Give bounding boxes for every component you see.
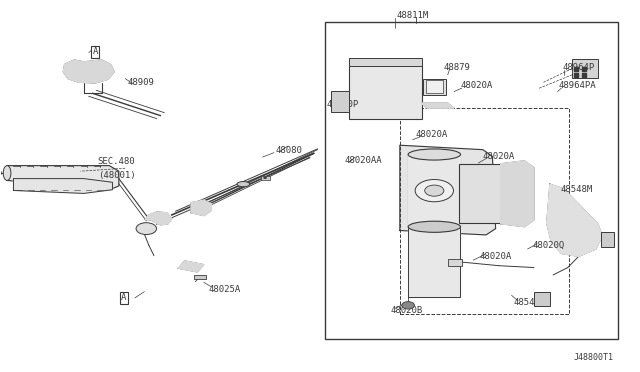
Polygon shape — [400, 145, 495, 235]
Text: J48800T1: J48800T1 — [574, 353, 614, 362]
Polygon shape — [547, 184, 602, 256]
Text: 48020AA: 48020AA — [345, 155, 383, 164]
Circle shape — [136, 223, 157, 235]
Bar — [260, 176, 269, 180]
Ellipse shape — [408, 221, 461, 232]
Bar — [572, 59, 598, 78]
Text: 48020A: 48020A — [461, 81, 493, 90]
Text: A: A — [121, 294, 127, 302]
Text: 48020A: 48020A — [483, 152, 515, 161]
Text: 48020B: 48020B — [390, 306, 422, 315]
Polygon shape — [178, 261, 204, 272]
Text: 48964P: 48964P — [563, 63, 595, 72]
Text: 48020A: 48020A — [479, 252, 512, 261]
Polygon shape — [408, 154, 461, 227]
Circle shape — [415, 180, 454, 202]
Text: 48025A: 48025A — [208, 285, 241, 294]
Text: 48879: 48879 — [444, 63, 470, 72]
Bar — [601, 232, 614, 247]
Text: (48001): (48001) — [98, 171, 136, 180]
Bar — [534, 292, 550, 307]
Ellipse shape — [237, 182, 250, 187]
Circle shape — [425, 185, 444, 196]
Ellipse shape — [408, 149, 461, 160]
Bar — [400, 108, 569, 314]
Bar — [194, 275, 205, 279]
Polygon shape — [13, 179, 113, 193]
Text: 48810P: 48810P — [326, 100, 358, 109]
Bar — [448, 259, 462, 266]
Bar — [332, 92, 349, 112]
Text: 48909: 48909 — [127, 78, 154, 87]
Polygon shape — [408, 227, 461, 297]
Polygon shape — [191, 200, 211, 216]
Text: 48548M: 48548M — [513, 298, 546, 307]
Text: 48548M: 48548M — [561, 185, 593, 194]
Bar — [349, 58, 422, 65]
Bar — [349, 64, 422, 119]
Bar — [424, 78, 446, 95]
Text: 48020A: 48020A — [416, 129, 448, 139]
Bar — [460, 164, 500, 223]
Circle shape — [0, 168, 1, 178]
Polygon shape — [500, 161, 534, 227]
Polygon shape — [421, 103, 454, 108]
Text: 48020Q: 48020Q — [532, 241, 564, 250]
Bar — [325, 22, 618, 339]
Text: 48080: 48080 — [275, 146, 302, 155]
Ellipse shape — [3, 166, 11, 180]
Circle shape — [263, 177, 267, 179]
Circle shape — [402, 302, 415, 309]
Text: 48811M: 48811M — [397, 11, 429, 20]
Polygon shape — [63, 60, 115, 83]
Polygon shape — [145, 212, 172, 225]
Text: A: A — [93, 47, 98, 56]
Text: SEC.480: SEC.480 — [98, 157, 136, 166]
Polygon shape — [7, 166, 119, 190]
Text: 48964PA: 48964PA — [558, 81, 596, 90]
Bar — [426, 80, 443, 93]
